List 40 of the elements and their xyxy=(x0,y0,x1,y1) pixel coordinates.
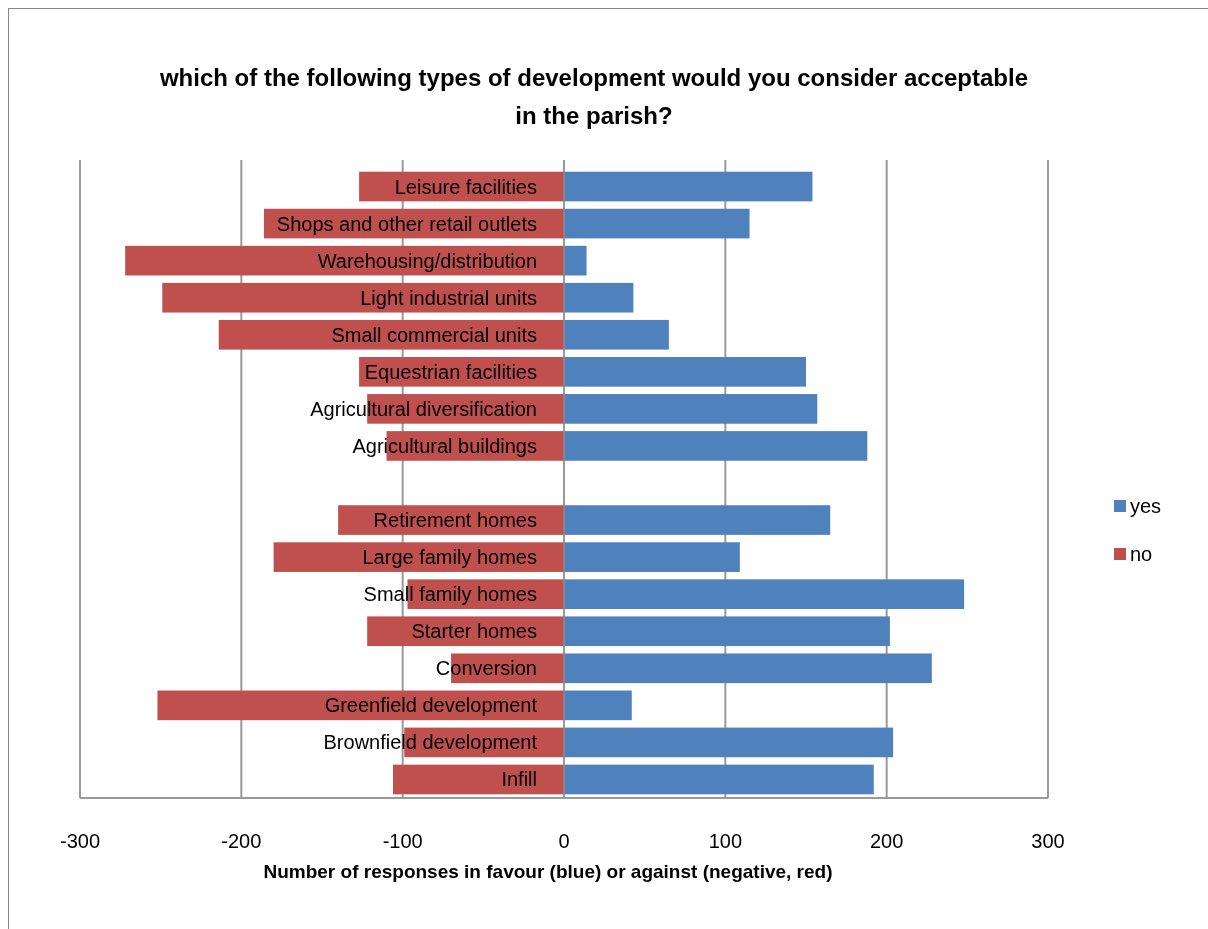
y-tick-label: Equestrian facilities xyxy=(364,360,537,383)
bar xyxy=(564,764,874,795)
bar xyxy=(564,208,750,239)
bar xyxy=(564,245,587,276)
bar xyxy=(564,282,634,313)
legend-label: no xyxy=(1130,543,1153,565)
x-tick-label: -100 xyxy=(382,830,423,852)
bar xyxy=(564,319,669,350)
bar xyxy=(564,727,894,758)
x-tick-label: 100 xyxy=(708,830,743,852)
x-tick-label: 0 xyxy=(558,830,570,852)
x-tick-label: 200 xyxy=(869,830,904,852)
bar xyxy=(392,764,564,795)
bar xyxy=(564,357,806,387)
bar xyxy=(564,394,818,424)
bar xyxy=(564,431,868,461)
x-axis-title: Number of responses in favour (blue) or against (negative, red) xyxy=(263,861,833,882)
bar xyxy=(564,579,965,609)
y-tick-label: Greenfield development xyxy=(324,694,538,717)
y-tick-label: Leisure facilities xyxy=(394,175,537,198)
x-tick-label: 300 xyxy=(1031,830,1065,852)
x-tick-label: -200 xyxy=(221,830,262,852)
bar xyxy=(564,171,813,202)
y-tick-label: Warehousing/distribution xyxy=(317,249,537,272)
chart-title: which of the following types of development would you consider acceptable in the parish? xyxy=(158,64,1029,129)
bar xyxy=(162,282,564,313)
y-tick-label: Shops and other retail outlets xyxy=(276,212,537,235)
y-tick-label: Starter homes xyxy=(411,620,537,643)
bar xyxy=(564,505,831,535)
y-tick-label: Infill xyxy=(501,768,537,791)
bar xyxy=(564,542,740,572)
bar xyxy=(564,690,632,721)
bar xyxy=(564,653,932,684)
y-tick-label: Large family homes xyxy=(362,546,537,569)
x-tick-label: -300 xyxy=(59,830,101,852)
bar xyxy=(564,616,890,647)
legend-label: yes xyxy=(1130,495,1162,517)
y-tick-label: Retirement homes xyxy=(373,509,537,532)
y-tick-label: Small commercial units xyxy=(331,323,537,346)
y-tick-label: Light industrial units xyxy=(360,286,537,309)
